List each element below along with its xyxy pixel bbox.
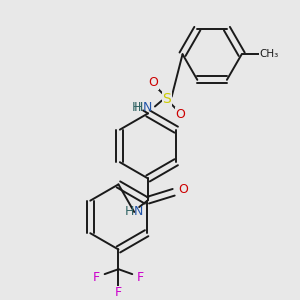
Text: N: N (134, 206, 144, 218)
Text: F: F (136, 271, 144, 284)
Text: H: H (132, 101, 141, 114)
Text: N: N (143, 101, 152, 114)
Text: H: H (134, 101, 143, 114)
Text: N: N (132, 101, 141, 114)
Text: F: F (115, 286, 122, 299)
Text: O: O (148, 76, 158, 89)
Text: H: H (125, 206, 134, 218)
Text: CH₃: CH₃ (260, 49, 279, 59)
Text: F: F (93, 271, 100, 284)
Text: S: S (162, 92, 171, 106)
Text: O: O (178, 183, 188, 196)
Text: O: O (176, 108, 185, 121)
